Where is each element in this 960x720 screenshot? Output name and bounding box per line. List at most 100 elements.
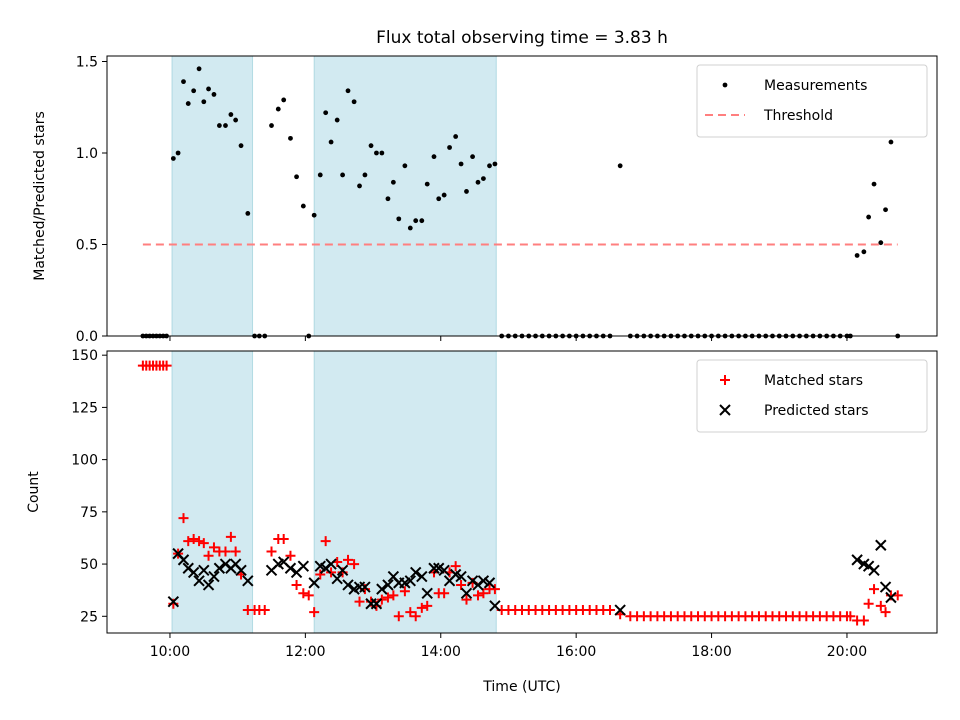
predicted-star-point (193, 575, 205, 587)
measurement-point (413, 218, 419, 224)
legend-box (696, 359, 928, 433)
x-tick-label: 14:00 (421, 644, 461, 660)
measurement-point (288, 135, 293, 141)
legend-x-icon (719, 404, 731, 416)
measurement-point (470, 154, 475, 160)
measurement-point (396, 216, 402, 222)
matched-star-point (303, 590, 314, 601)
matched-star-point (266, 546, 277, 557)
y-tick-label: 25 (80, 609, 98, 625)
matched-star-point (178, 513, 189, 524)
y-tick-label: 0.5 (76, 237, 98, 253)
matched-star-point (388, 590, 399, 601)
measurement-point (345, 88, 351, 94)
measurement-point (374, 150, 379, 156)
matched-star-point (285, 550, 296, 561)
matched-star-point (410, 611, 421, 622)
legend-plus-icon (720, 375, 730, 385)
predicted-star-point (376, 583, 388, 595)
predicted-star-point (208, 570, 220, 583)
ratio-y-ticks: 0.0 0.5 1.0 1.5 (76, 54, 107, 345)
matched-star-point (382, 592, 393, 603)
y-tick-label: 125 (71, 400, 98, 416)
measurement-point (185, 101, 191, 106)
matched-star-point (863, 598, 874, 609)
count-legend: Matched stars Predicted stars (696, 359, 928, 433)
matched-star-point (315, 569, 326, 580)
count-y-ticks: 25 50 75 100 125 150 (71, 348, 107, 625)
measurement-point (300, 203, 306, 209)
predicted-star-point (868, 564, 880, 577)
y-tick-label: 100 (71, 453, 98, 469)
predicted-star-point (198, 564, 210, 577)
measurement-point (431, 154, 437, 160)
matched-star-point (416, 602, 427, 613)
predicted-star-point (438, 564, 450, 577)
matched-star-point (309, 607, 320, 618)
matched-star-point (349, 559, 360, 570)
matched-star-point (472, 590, 483, 601)
measurement-point (424, 181, 430, 187)
measurement-point (861, 249, 867, 255)
predicted-star-point (235, 564, 247, 577)
predicted-star-point (308, 577, 320, 589)
measurement-point (228, 112, 234, 117)
measurement-point (475, 179, 481, 185)
measurement-point (871, 181, 877, 187)
predicted-star-point (336, 564, 349, 577)
matched-star-point (161, 360, 172, 371)
predicted-star-point (342, 579, 354, 591)
predicted-star-point (483, 577, 496, 589)
predicted-star-point (242, 575, 254, 587)
measurement-point (340, 172, 345, 178)
matched-star-point (478, 588, 489, 599)
matched-star-point (183, 536, 194, 547)
measurement-point (334, 117, 340, 123)
matched-star-point (422, 600, 433, 611)
predicted-star-point (359, 581, 371, 593)
measurement-point (390, 179, 396, 185)
measurement-point (447, 145, 452, 150)
measurement-point (201, 99, 207, 105)
ratio-x-ticks (169, 336, 848, 341)
x-tick-label: 18:00 (691, 644, 731, 660)
y-tick-label: 75 (80, 505, 98, 521)
y-tick-label: 1.5 (76, 54, 98, 70)
matched-star-point (461, 594, 472, 605)
matched-star-point (845, 611, 856, 622)
predicted-star-point (885, 591, 897, 604)
x-tick-label: 20:00 (827, 644, 867, 660)
observing-interval (171, 55, 254, 337)
measurement-point (311, 212, 317, 218)
matched-star-point (605, 605, 616, 616)
measurement-point (175, 150, 181, 156)
measurement-point (238, 143, 244, 149)
matched-star-point (343, 554, 354, 565)
x-tick-label: 12:00 (285, 644, 325, 660)
predicted-star-point (875, 539, 887, 551)
measurement-point (223, 123, 228, 128)
measurement-point (351, 99, 357, 105)
predicted-star-point (187, 566, 200, 579)
matched-star-point (230, 546, 241, 557)
matched-star-point (880, 607, 891, 618)
matched-star-point (456, 579, 467, 590)
predicted-star-point (477, 575, 490, 587)
y-tick-label: 50 (80, 557, 98, 573)
ratio-panel: 0.0 0.5 1.0 1.5 Matched/Predicted stars Mea… (32, 54, 938, 345)
measurement-point (211, 92, 217, 97)
predicted-star-point (428, 562, 440, 574)
matched-star-point (439, 588, 450, 599)
matched-star-point (405, 607, 416, 618)
matched-star-point (203, 550, 214, 561)
count-panel-frame (106, 350, 938, 634)
matched-star-point (489, 584, 500, 595)
measurement-point (206, 86, 211, 92)
measurement-point (883, 207, 888, 213)
measurement-point (181, 79, 186, 85)
measurement-point (458, 161, 464, 167)
predicted-star-point (404, 575, 417, 587)
matched-star-point (225, 531, 236, 542)
measurement-point (379, 150, 385, 156)
